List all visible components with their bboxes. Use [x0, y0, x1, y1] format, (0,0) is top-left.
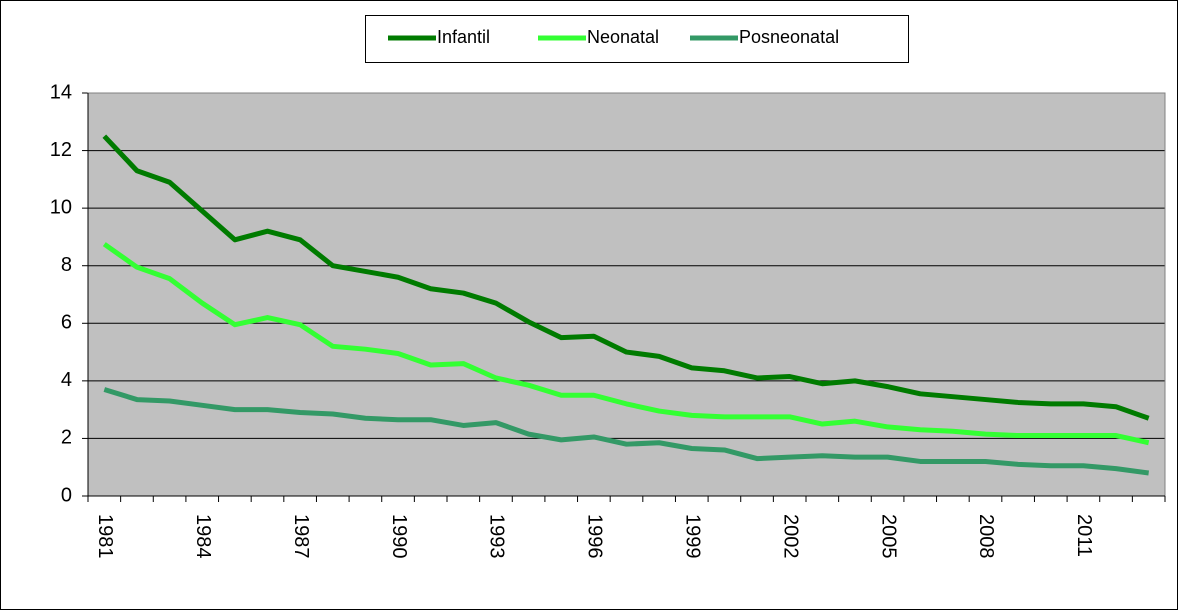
y-tick-label: 4 [61, 369, 72, 391]
x-tick-label: 2011 [1073, 514, 1095, 557]
legend-label: Neonatal [587, 27, 659, 47]
x-tick-label: 1987 [290, 514, 312, 559]
x-tick-label: 2008 [975, 514, 997, 559]
x-tick-label: 1999 [681, 514, 703, 559]
x-tick-label: 2002 [779, 514, 801, 559]
x-tick-label: 1981 [94, 514, 116, 559]
legend-label: Posneonatal [739, 27, 839, 47]
x-tick-label: 1996 [584, 514, 606, 559]
x-tick-label: 1993 [486, 514, 508, 559]
legend-label: Infantil [437, 27, 490, 47]
plot-area [88, 93, 1165, 496]
y-tick-label: 0 [61, 484, 72, 506]
legend [365, 15, 909, 63]
x-tick-label: 1984 [192, 514, 214, 559]
y-tick-label: 10 [50, 196, 72, 218]
y-tick-label: 14 [50, 81, 72, 103]
series-line [102, 242, 1150, 446]
y-tick-label: 6 [61, 312, 72, 334]
x-tick-label: 1990 [388, 514, 410, 559]
series-line [103, 387, 1150, 476]
y-tick-label: 12 [50, 139, 72, 161]
y-tick-label: 2 [61, 427, 72, 449]
y-tick-label: 8 [61, 254, 72, 276]
x-tick-label: 2005 [877, 514, 899, 559]
series-line [102, 134, 1150, 421]
